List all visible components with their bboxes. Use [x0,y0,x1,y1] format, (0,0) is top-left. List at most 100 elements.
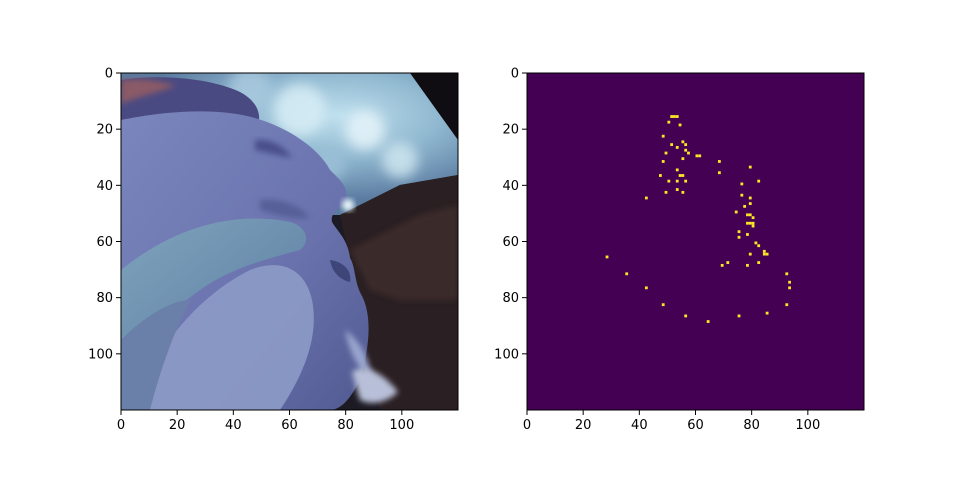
photo-y-tick-label: 40 [96,179,113,194]
mask-point [661,160,665,163]
mask-point [717,171,721,175]
mask-y-tick-label: 20 [502,123,519,138]
mask-y-tick-label: 80 [502,291,519,306]
mask-point [788,286,791,290]
mask-point [675,168,679,172]
mask-point [751,216,755,220]
mask-point [737,230,741,234]
mask-point [670,115,674,118]
photo-x-tick-label: 100 [389,418,414,433]
mask-point [675,179,679,183]
mask-point [757,244,761,248]
photo-x-tick-label: 80 [337,418,354,433]
mask-point [734,210,738,214]
mask-point [751,221,755,225]
face-photo-image [121,73,458,410]
mask-point [740,193,744,197]
mask-point [678,174,682,177]
mask-point [748,202,752,205]
mask-point [684,179,688,183]
mask-point [675,188,679,191]
photo-x-tick-label: 60 [281,418,298,433]
mask-y-axis: 0 20 40 60 80 100 [494,67,527,362]
mask-point [675,115,679,118]
photo-y-tick-label: 60 [96,235,113,250]
mask-point [737,235,741,239]
mask-y-tick-label: 60 [502,235,519,250]
photo-y-tick-label: 20 [96,123,113,138]
mask-point [605,255,609,259]
mask-point [658,174,662,177]
mask-point [644,286,648,290]
mask-point [748,221,752,225]
mask-panel: 0 20 40 60 80 100 0 20 40 60 80 100 [494,67,865,433]
mask-x-tick-label: 80 [743,418,760,433]
mask-point [695,154,699,158]
mask-point [757,179,761,183]
photo-y-tick-label: 100 [88,347,113,362]
mask-point [765,252,769,256]
mask-point [765,311,769,315]
mask-point [706,320,710,323]
mask-points [605,115,791,323]
mask-point [664,151,668,155]
mask-point [748,196,752,200]
mask-point [748,213,752,217]
mask-point [684,143,688,147]
mask-point [748,252,752,256]
mask-point [667,120,671,124]
mask-image [527,73,864,410]
mask-point [748,165,752,169]
mask-point [681,174,685,177]
mask-point [661,303,665,307]
photo-x-axis: 0 20 40 60 80 100 [117,410,414,433]
photo-x-tick-label: 40 [225,418,242,433]
mask-point [661,134,665,138]
mask-point [644,196,648,200]
mask-point [670,143,674,147]
mask-point [746,263,749,267]
mask-point [681,190,685,194]
mask-point [684,148,688,152]
mask-point [746,213,749,217]
mask-point [698,154,702,158]
mask-x-axis: 0 20 40 60 80 100 [523,410,820,433]
mask-point [720,263,724,267]
mask-point [625,272,629,276]
photo-y-tick-label: 0 [105,67,113,82]
mask-x-tick-label: 20 [575,418,592,433]
mask-point [684,314,688,318]
mask-y-tick-label: 0 [511,67,519,82]
mask-point [746,221,749,225]
mask-point [740,182,744,186]
mask-point [785,272,789,276]
photo-x-tick-label: 20 [169,418,186,433]
photo-x-tick-label: 0 [117,418,125,433]
mask-y-tick-label: 100 [494,347,519,362]
mask-point [664,190,668,194]
mask-point [673,115,676,118]
mask-point [667,179,671,183]
mask-point [746,233,749,236]
mask-x-tick-label: 40 [631,418,648,433]
mask-point [762,252,766,256]
mask-point [751,224,755,228]
mask-x-tick-label: 100 [795,418,820,433]
mask-point [788,280,791,284]
mask-point [681,140,685,144]
mask-point [681,157,685,161]
mask-x-tick-label: 60 [687,418,704,433]
mask-point [726,261,730,264]
mask-point [675,146,679,149]
mask-point [785,303,789,307]
photo-panel: 0 20 40 60 80 100 0 20 40 60 80 100 [88,67,459,433]
photo-y-axis: 0 20 40 60 80 100 [88,67,121,362]
mask-point [754,241,758,245]
mask-x-tick-label: 0 [523,418,531,433]
mask-point [687,151,690,155]
mask-point [757,261,761,264]
mask-y-tick-label: 40 [502,179,519,194]
mask-point [762,249,766,253]
mask-point [678,123,682,127]
